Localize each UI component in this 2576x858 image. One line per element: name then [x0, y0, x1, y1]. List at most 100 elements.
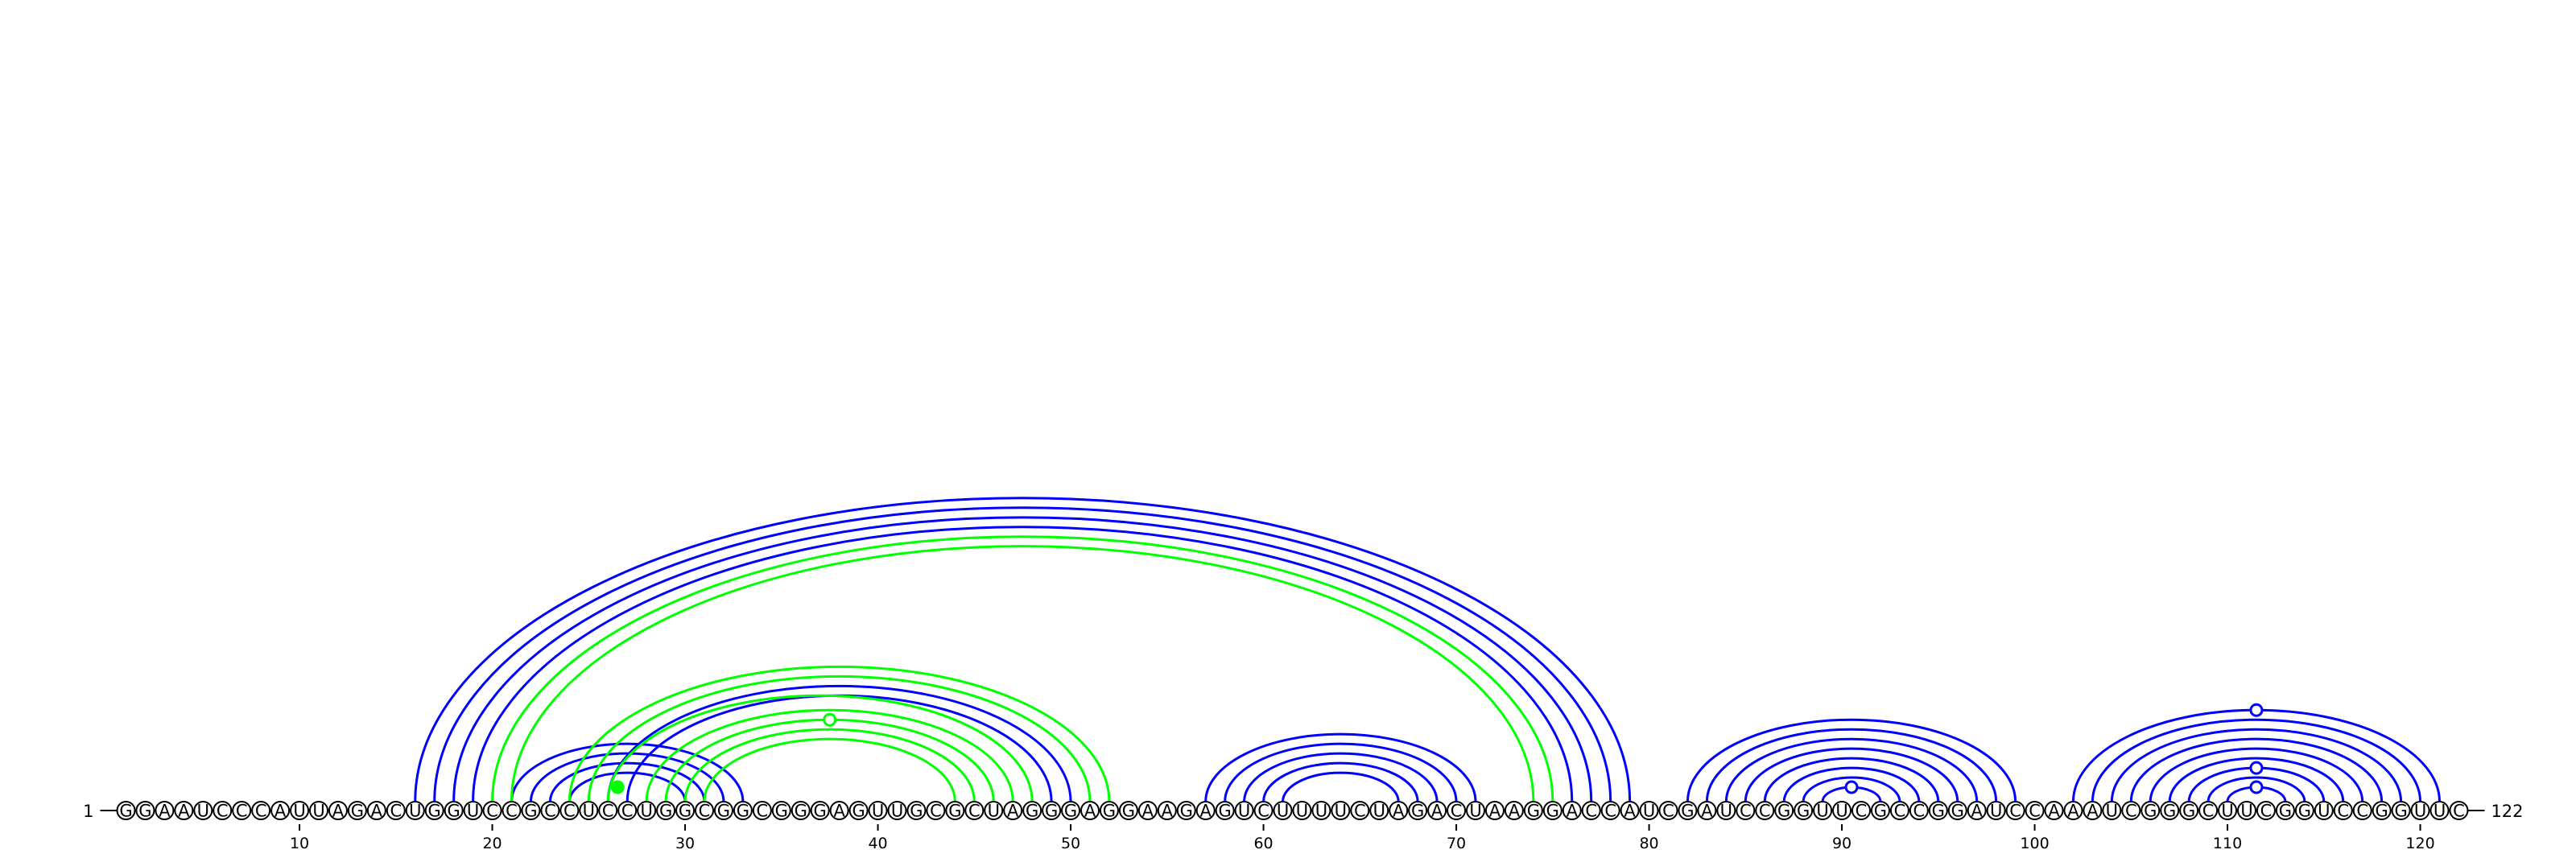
nucleotide-letter: A — [332, 802, 345, 821]
nucleotide-letter: U — [583, 802, 595, 821]
base-pair-arc-blue — [1724, 737, 1979, 802]
nucleotide-letter: C — [699, 802, 711, 821]
nucleotide-circle — [2160, 801, 2180, 820]
nucleotide-circle — [713, 801, 733, 820]
nucleotide-circle — [1292, 801, 1312, 820]
nucleotide-circle — [2429, 801, 2450, 820]
nucleotide-circle — [1947, 801, 1967, 820]
axis-tick-label: 40 — [868, 835, 887, 852]
nucleotide-letter: G — [852, 802, 865, 821]
nucleotide-letter: G — [2298, 802, 2311, 821]
nucleotide-letter: G — [1874, 802, 1887, 821]
nucleotide: G — [1408, 801, 1428, 821]
nucleotide: G — [444, 801, 464, 821]
nucleotide-circle — [1447, 801, 1467, 820]
nucleotide-letter: G — [1411, 802, 1424, 821]
nucleotide: U — [1986, 801, 2006, 821]
nucleotide-circle — [1022, 801, 1042, 820]
nucleotide: A — [1389, 801, 1409, 821]
nucleotide: G — [945, 801, 965, 821]
nucleotide: C — [1350, 801, 1370, 821]
nucleotide-circle — [1331, 801, 1351, 820]
base-pair-arc-blue — [548, 761, 706, 802]
nucleotide: G — [2294, 801, 2314, 821]
nucleotide-letter: U — [1835, 802, 1847, 821]
nucleotide-circle — [251, 801, 271, 820]
nucleotide: G — [347, 801, 367, 821]
nucleotide-letter: G — [351, 802, 364, 821]
nucleotide-circle — [1311, 801, 1331, 820]
nucleotide-letter: G — [428, 802, 441, 821]
nucleotide-circle — [366, 801, 386, 820]
nucleotide: C — [2333, 801, 2353, 821]
nucleotide-letter: C — [236, 802, 248, 821]
nucleotide-letter: A — [1509, 802, 1521, 821]
nucleotide-letter: G — [1777, 802, 1790, 821]
nucleotide-letter: G — [1681, 802, 1694, 821]
nucleotide-letter: U — [1373, 802, 1385, 821]
nucleotide: C — [2352, 801, 2372, 821]
nucleotide-circle — [598, 801, 618, 820]
nucleotide-letter: G — [448, 802, 460, 821]
base-pair-arc-blue — [1744, 747, 1959, 802]
nucleotide: U — [1331, 801, 1351, 821]
nucleotide-letter: G — [524, 802, 537, 821]
nucleotide-letter: A — [1567, 802, 1579, 821]
nucleotide-letter: C — [1604, 802, 1616, 821]
green-arcs-layer — [491, 535, 1554, 802]
arc-apex-marker — [2249, 761, 2264, 775]
nucleotide: C — [502, 801, 522, 821]
nucleotide-circle — [1716, 801, 1736, 820]
nucleotide-letter: G — [1122, 802, 1135, 821]
nucleotide-letter: U — [293, 802, 305, 821]
nucleotide: G — [1928, 801, 1948, 821]
nucleotide-letter: C — [930, 802, 942, 821]
nucleotide-letter: U — [891, 802, 903, 821]
axis-tick-label: 20 — [482, 835, 502, 852]
nucleotide: A — [1484, 801, 1505, 821]
base-pair-arc-blue — [1224, 742, 1458, 802]
nucleotide: U — [193, 801, 213, 821]
nucleotide-circle — [1639, 801, 1659, 820]
nucleotide: G — [2160, 801, 2180, 821]
nucleotide-letter: G — [1546, 802, 1559, 821]
nucleotide-circle — [405, 801, 425, 820]
nucleotide-letter: A — [1624, 802, 1636, 821]
nucleotide: G — [2391, 801, 2411, 821]
nucleotide: C — [964, 801, 985, 821]
base-pair-arc-green — [645, 708, 1014, 802]
nucleotide: A — [155, 801, 175, 821]
nucleotide-circle — [116, 801, 136, 820]
nucleotide-letter: U — [872, 802, 884, 821]
nucleotide: G — [1022, 801, 1042, 821]
nucleotide-letter: C — [757, 802, 769, 821]
nucleotide-letter: A — [1701, 802, 1713, 821]
nucleotide-circle — [502, 801, 522, 820]
nucleotide: U — [2102, 801, 2122, 821]
nucleotide-circle — [2005, 801, 2025, 820]
nucleotide-letter: C — [1585, 802, 1597, 821]
nucleotide: G — [810, 801, 830, 821]
nucleotide-letter: U — [2221, 802, 2233, 821]
nucleotide-circle — [810, 801, 830, 820]
nucleotide-circle — [675, 801, 696, 820]
nucleotide: A — [2063, 801, 2083, 821]
nucleotide-circle — [1697, 801, 1717, 820]
nucleotide-circle — [733, 801, 753, 820]
nucleotide: C — [559, 801, 580, 821]
arc-apex-marker — [610, 780, 625, 794]
base-pair-arc-blue — [2129, 737, 2384, 802]
base-pair-arc-blue — [1243, 752, 1439, 802]
nucleotide: U — [1234, 801, 1254, 821]
arc-apex-marker — [1844, 780, 1859, 794]
nucleotide-letter: A — [275, 802, 287, 821]
nucleotide-circle — [1658, 801, 1678, 820]
base-pair-arc-blue — [1763, 757, 1940, 802]
nucleotide: C — [1600, 801, 1620, 821]
nucleotide-circle — [290, 801, 310, 820]
axis-tick-label: 10 — [290, 835, 309, 852]
nucleotide: A — [1697, 801, 1717, 821]
nucleotide: A — [366, 801, 386, 821]
nucleotide-circle — [1080, 801, 1100, 820]
